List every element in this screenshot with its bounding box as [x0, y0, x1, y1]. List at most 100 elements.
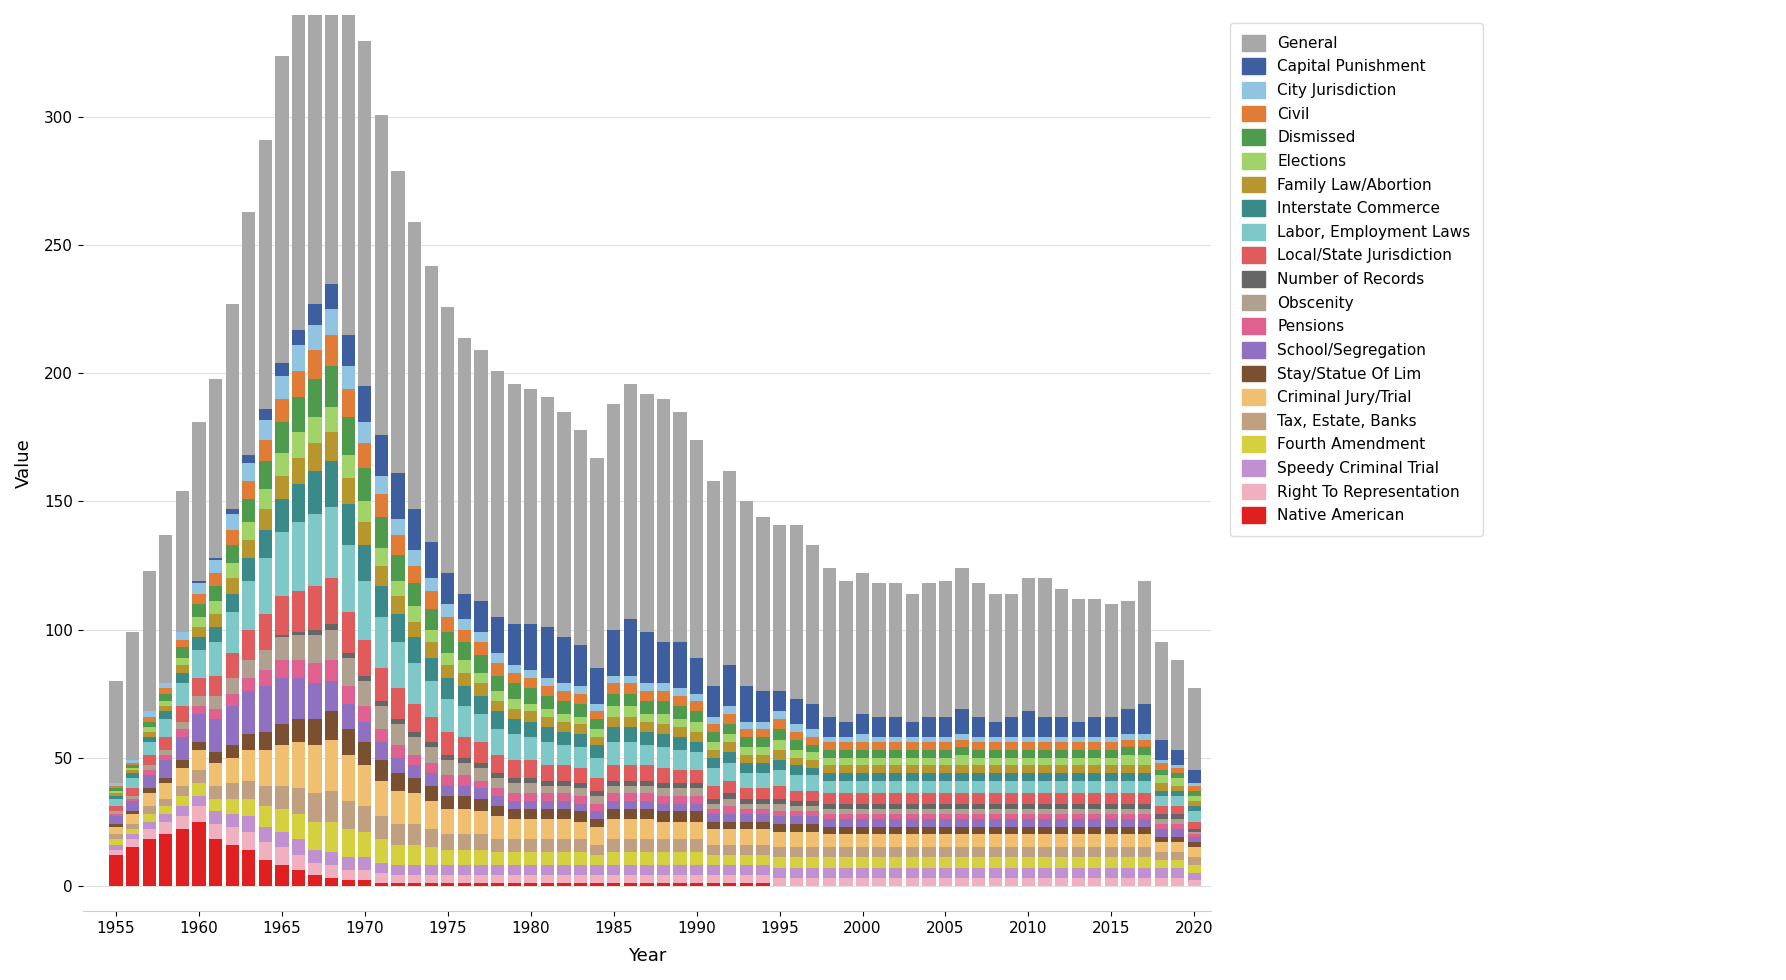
Bar: [623, 781, 638, 786]
Bar: [789, 758, 804, 765]
Bar: [225, 653, 239, 678]
Bar: [159, 834, 173, 886]
Bar: [805, 729, 820, 737]
Bar: [723, 883, 736, 886]
Bar: [341, 704, 355, 729]
Bar: [225, 594, 239, 612]
Bar: [109, 813, 123, 816]
Bar: [359, 765, 371, 807]
Bar: [1172, 878, 1184, 886]
Bar: [956, 755, 968, 765]
Bar: [109, 791, 123, 794]
Bar: [889, 742, 902, 750]
Bar: [591, 791, 604, 796]
Bar: [757, 721, 770, 729]
Bar: [573, 796, 588, 804]
Bar: [523, 883, 538, 886]
Bar: [956, 748, 968, 755]
Bar: [739, 799, 754, 804]
Bar: [407, 637, 421, 662]
Bar: [143, 821, 155, 829]
Bar: [275, 399, 289, 422]
Bar: [789, 524, 804, 699]
Bar: [359, 422, 371, 443]
Bar: [1006, 781, 1018, 794]
Bar: [523, 840, 538, 853]
Bar: [972, 813, 986, 819]
Bar: [1122, 808, 1134, 813]
Bar: [956, 808, 968, 813]
Bar: [707, 865, 720, 875]
Bar: [1172, 778, 1184, 786]
Bar: [441, 796, 454, 808]
Bar: [127, 799, 139, 801]
Bar: [639, 745, 654, 765]
Bar: [159, 807, 173, 813]
Bar: [889, 758, 902, 765]
Bar: [639, 394, 654, 632]
Bar: [341, 612, 355, 653]
Bar: [673, 804, 686, 811]
Bar: [723, 865, 736, 875]
Bar: [325, 791, 338, 821]
Bar: [607, 716, 620, 727]
Bar: [1188, 791, 1200, 796]
Bar: [972, 827, 986, 834]
Bar: [989, 781, 1002, 794]
Bar: [855, 827, 870, 834]
Bar: [607, 883, 620, 886]
Bar: [309, 417, 321, 443]
Bar: [1188, 829, 1200, 832]
Bar: [757, 773, 770, 788]
Bar: [109, 827, 123, 834]
Bar: [922, 858, 936, 867]
Bar: [789, 750, 804, 758]
Bar: [1122, 773, 1134, 781]
Bar: [341, 880, 355, 886]
Bar: [159, 702, 173, 707]
Bar: [839, 581, 852, 721]
Bar: [639, 840, 654, 853]
Bar: [657, 821, 670, 840]
Bar: [773, 804, 786, 811]
Bar: [523, 737, 538, 760]
Bar: [243, 816, 255, 832]
Bar: [1072, 847, 1084, 858]
Bar: [723, 794, 736, 799]
Bar: [127, 824, 139, 829]
Bar: [1056, 847, 1068, 858]
Bar: [1056, 750, 1068, 758]
Bar: [127, 834, 139, 840]
Bar: [1138, 773, 1152, 781]
Bar: [1038, 858, 1052, 867]
Bar: [557, 745, 570, 765]
Bar: [243, 691, 255, 734]
Bar: [175, 665, 189, 673]
Bar: [127, 778, 139, 788]
Bar: [209, 627, 221, 642]
Bar: [873, 765, 886, 773]
Bar: [739, 721, 754, 729]
Bar: [127, 840, 139, 847]
Bar: [673, 737, 686, 750]
Bar: [291, 742, 305, 788]
Bar: [359, 386, 371, 422]
Bar: [956, 867, 968, 878]
Bar: [639, 683, 654, 691]
Bar: [707, 855, 720, 865]
Bar: [143, 570, 155, 711]
Bar: [1154, 878, 1168, 886]
Bar: [275, 808, 289, 832]
Bar: [855, 819, 870, 827]
Bar: [441, 616, 454, 632]
Bar: [823, 813, 836, 819]
Bar: [375, 873, 388, 883]
Bar: [757, 691, 770, 721]
Bar: [541, 397, 554, 627]
Bar: [639, 786, 654, 794]
Bar: [243, 581, 255, 629]
Bar: [591, 729, 604, 737]
Bar: [1072, 599, 1084, 721]
Bar: [441, 775, 454, 786]
Bar: [855, 847, 870, 858]
